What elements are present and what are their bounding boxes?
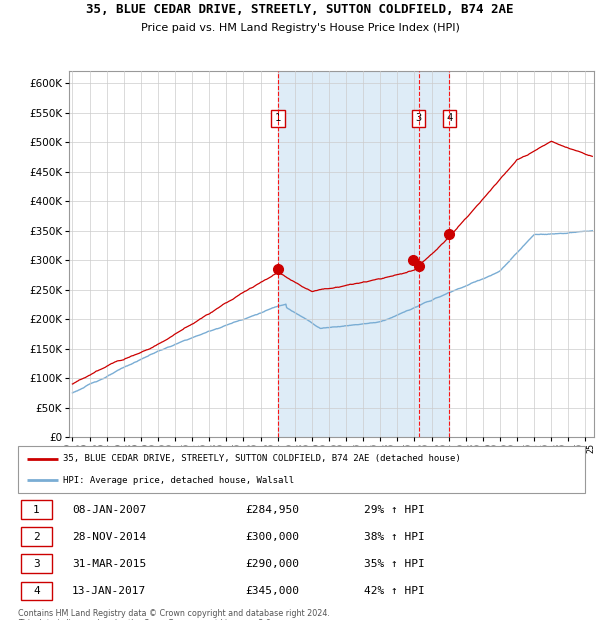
Text: 35, BLUE CEDAR DRIVE, STREETLY, SUTTON COLDFIELD, B74 2AE (detached house): 35, BLUE CEDAR DRIVE, STREETLY, SUTTON C…: [64, 454, 461, 464]
FancyBboxPatch shape: [21, 528, 52, 546]
Text: 3: 3: [33, 559, 40, 569]
Text: £300,000: £300,000: [245, 532, 299, 542]
Text: 1: 1: [33, 505, 40, 515]
FancyBboxPatch shape: [21, 554, 52, 573]
Text: £345,000: £345,000: [245, 586, 299, 596]
FancyBboxPatch shape: [21, 582, 52, 600]
Text: 3: 3: [416, 113, 422, 123]
Text: 35, BLUE CEDAR DRIVE, STREETLY, SUTTON COLDFIELD, B74 2AE: 35, BLUE CEDAR DRIVE, STREETLY, SUTTON C…: [86, 3, 514, 16]
Text: Contains HM Land Registry data © Crown copyright and database right 2024.
This d: Contains HM Land Registry data © Crown c…: [18, 609, 330, 620]
FancyBboxPatch shape: [21, 500, 52, 519]
Text: £290,000: £290,000: [245, 559, 299, 569]
Text: 13-JAN-2017: 13-JAN-2017: [72, 586, 146, 596]
Text: 08-JAN-2007: 08-JAN-2007: [72, 505, 146, 515]
Text: 4: 4: [33, 586, 40, 596]
Bar: [278, 71, 449, 437]
Text: 1: 1: [275, 113, 281, 123]
Text: £284,950: £284,950: [245, 505, 299, 515]
Text: 35% ↑ HPI: 35% ↑ HPI: [364, 559, 425, 569]
Text: 29% ↑ HPI: 29% ↑ HPI: [364, 505, 425, 515]
Text: 2: 2: [33, 532, 40, 542]
Text: Price paid vs. HM Land Registry's House Price Index (HPI): Price paid vs. HM Land Registry's House …: [140, 23, 460, 33]
Text: 28-NOV-2014: 28-NOV-2014: [72, 532, 146, 542]
Text: 4: 4: [446, 113, 452, 123]
Text: 31-MAR-2015: 31-MAR-2015: [72, 559, 146, 569]
Text: 42% ↑ HPI: 42% ↑ HPI: [364, 586, 425, 596]
Text: HPI: Average price, detached house, Walsall: HPI: Average price, detached house, Wals…: [64, 476, 295, 485]
Text: 38% ↑ HPI: 38% ↑ HPI: [364, 532, 425, 542]
